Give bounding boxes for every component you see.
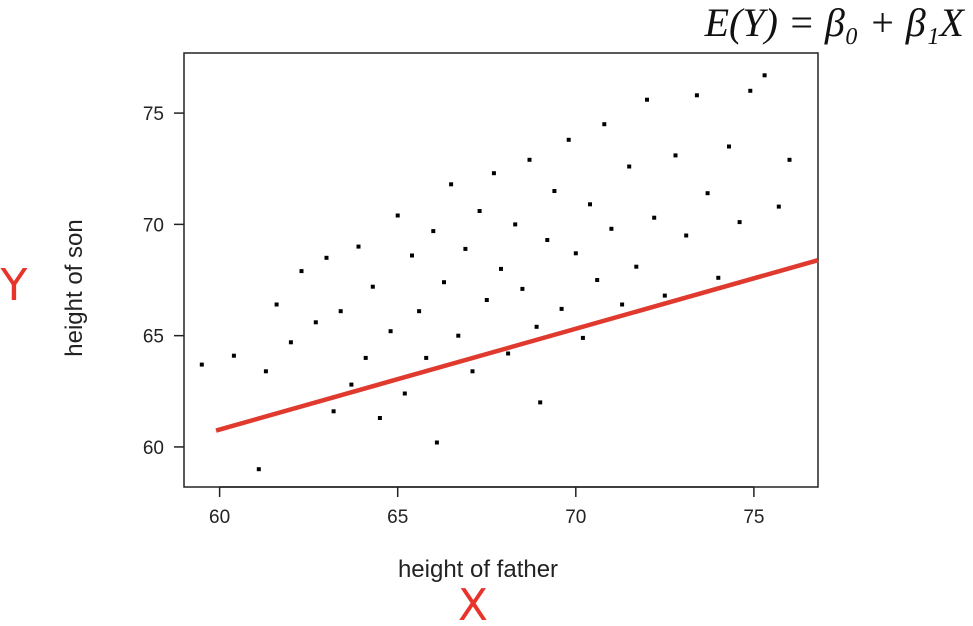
data-point bbox=[288, 340, 293, 345]
data-point bbox=[363, 355, 368, 360]
y-variable-label: Y bbox=[0, 260, 28, 311]
data-point bbox=[324, 255, 329, 260]
data-point bbox=[620, 302, 625, 307]
data-point bbox=[705, 191, 710, 196]
data-point bbox=[338, 309, 343, 314]
data-point bbox=[377, 416, 382, 420]
data-point bbox=[534, 324, 539, 329]
data-point bbox=[787, 157, 792, 162]
data-point bbox=[559, 306, 564, 311]
data-point bbox=[552, 189, 557, 193]
regression-line bbox=[215, 258, 819, 433]
data-point bbox=[274, 302, 279, 307]
data-point bbox=[256, 467, 261, 472]
x-tick-label: 65 bbox=[387, 507, 408, 528]
data-point bbox=[299, 269, 304, 274]
data-point bbox=[684, 233, 689, 238]
data-point bbox=[527, 157, 532, 162]
data-point bbox=[609, 226, 614, 231]
data-point bbox=[652, 215, 657, 220]
data-point bbox=[424, 355, 429, 360]
data-point bbox=[356, 244, 361, 249]
data-point bbox=[484, 298, 489, 302]
data-point bbox=[263, 369, 268, 374]
data-point bbox=[349, 382, 354, 387]
x-axis: 60 65 70 75 bbox=[209, 486, 764, 528]
data-point bbox=[463, 246, 468, 251]
regression-formula: E(Y) = β₀ + β₁X bbox=[704, 0, 966, 45]
x-tick-label: 75 bbox=[743, 507, 764, 528]
data-point bbox=[410, 253, 414, 258]
y-axis-title: height of son bbox=[61, 219, 88, 356]
data-point bbox=[491, 171, 496, 176]
data-point bbox=[727, 144, 731, 149]
data-point bbox=[417, 309, 422, 314]
data-point bbox=[776, 204, 781, 209]
data-point bbox=[470, 369, 475, 374]
scatter-points bbox=[199, 73, 792, 472]
y-tick-label: 75 bbox=[143, 104, 164, 125]
data-point bbox=[634, 264, 639, 269]
data-point bbox=[442, 280, 446, 285]
data-point bbox=[231, 353, 236, 358]
x-variable-label: X bbox=[458, 580, 488, 626]
data-point bbox=[580, 335, 585, 340]
data-point bbox=[762, 73, 767, 78]
data-point bbox=[538, 400, 543, 405]
data-point bbox=[566, 137, 571, 142]
data-point bbox=[588, 202, 592, 207]
data-point bbox=[370, 284, 375, 289]
data-point bbox=[395, 213, 400, 218]
data-point bbox=[595, 278, 600, 282]
data-point bbox=[694, 93, 699, 98]
data-point bbox=[573, 251, 578, 256]
data-point bbox=[645, 97, 649, 102]
data-point bbox=[331, 409, 336, 414]
data-point bbox=[506, 351, 511, 356]
data-point bbox=[673, 153, 678, 158]
data-point bbox=[737, 220, 742, 225]
data-point bbox=[402, 391, 407, 396]
x-tick-label: 60 bbox=[209, 507, 230, 528]
data-point bbox=[449, 182, 454, 187]
data-point bbox=[313, 320, 318, 325]
y-tick-label: 65 bbox=[143, 327, 164, 348]
data-point bbox=[499, 266, 503, 271]
data-point bbox=[602, 122, 607, 127]
y-tick-label: 70 bbox=[143, 215, 164, 236]
data-point bbox=[199, 362, 204, 367]
data-point bbox=[662, 293, 667, 298]
data-point bbox=[520, 286, 525, 291]
data-point bbox=[388, 329, 393, 334]
x-axis-title: height of father bbox=[398, 556, 558, 583]
data-point bbox=[431, 229, 436, 234]
data-point bbox=[627, 164, 632, 169]
y-axis: 60 65 70 75 bbox=[143, 104, 184, 459]
data-point bbox=[748, 88, 753, 93]
x-tick-label: 70 bbox=[565, 507, 586, 528]
data-point bbox=[513, 222, 518, 227]
data-point bbox=[456, 333, 461, 338]
data-point bbox=[477, 209, 482, 213]
data-point bbox=[545, 238, 550, 242]
y-tick-label: 60 bbox=[143, 438, 164, 459]
data-point bbox=[434, 440, 439, 445]
data-point bbox=[716, 275, 721, 280]
